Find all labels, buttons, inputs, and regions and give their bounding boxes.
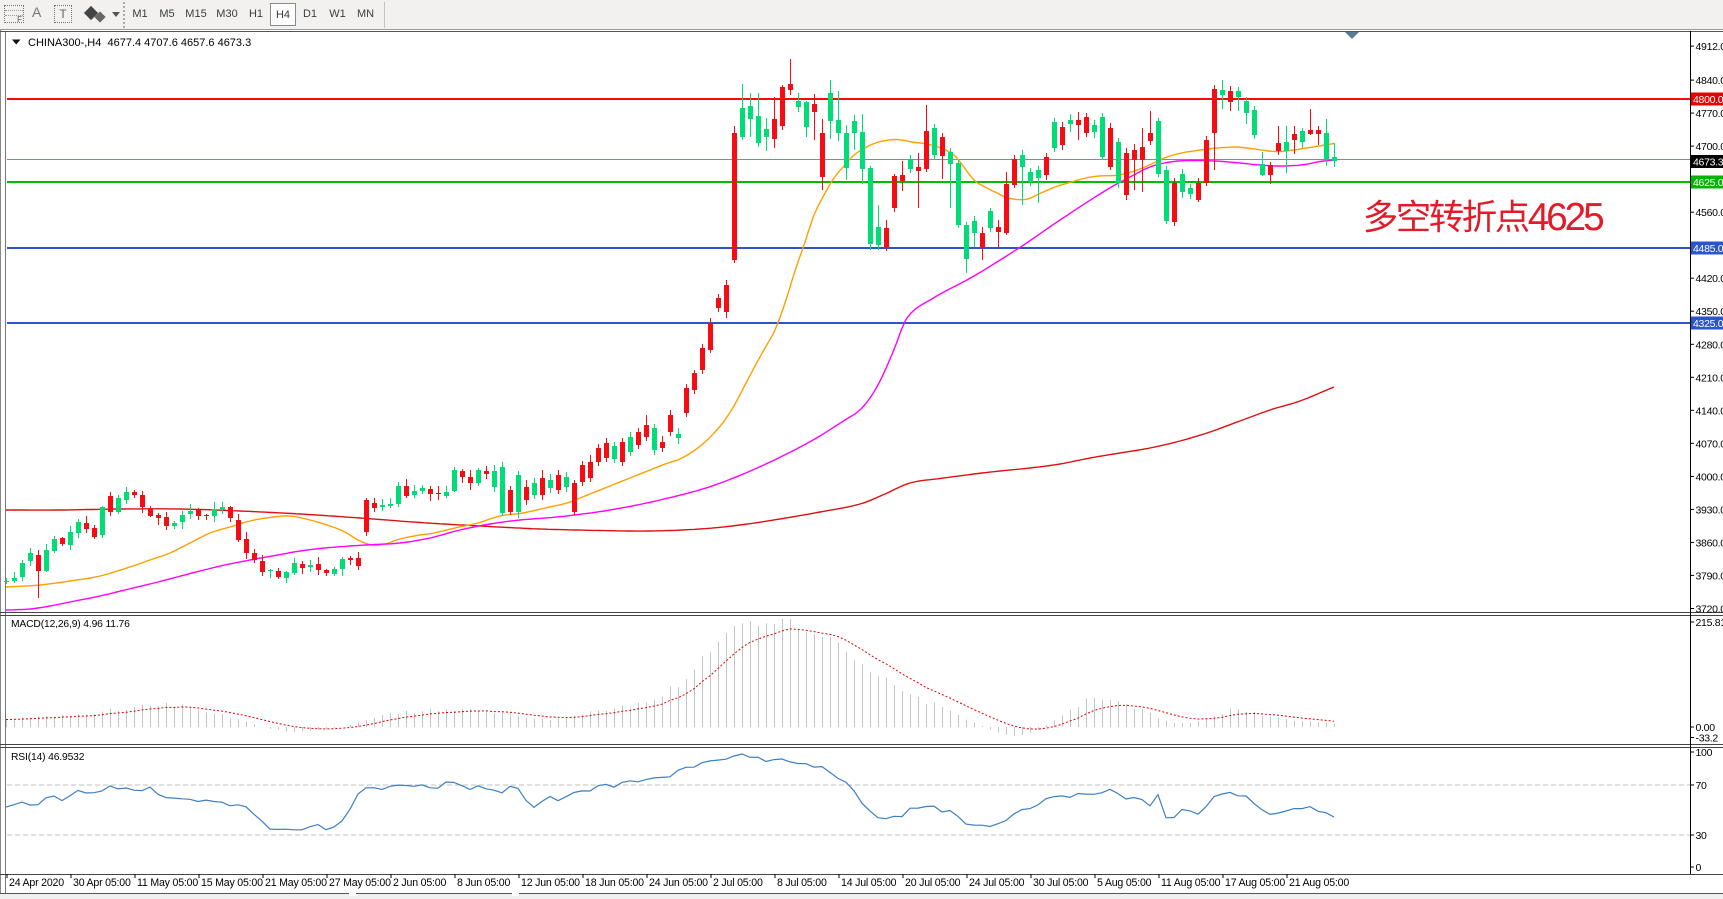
svg-text:70: 70 (1696, 780, 1708, 792)
svg-text:0.00: 0.00 (1696, 722, 1716, 734)
svg-text:27 May 05:00: 27 May 05:00 (329, 877, 391, 889)
svg-text:17 Aug 05:00: 17 Aug 05:00 (1225, 877, 1285, 889)
svg-text:8 Jul 05:00: 8 Jul 05:00 (777, 877, 827, 889)
svg-text:11 Aug 05:00: 11 Aug 05:00 (1161, 877, 1221, 889)
svg-text:2 Jun 05:00: 2 Jun 05:00 (393, 877, 446, 889)
svg-text:4625.0: 4625.0 (1693, 177, 1723, 189)
svg-text:30 Apr 05:00: 30 Apr 05:00 (73, 877, 131, 889)
svg-text:4280.0: 4280.0 (1696, 339, 1723, 351)
svg-text:4840.0: 4840.0 (1696, 75, 1723, 87)
svg-text:4485.0: 4485.0 (1693, 243, 1723, 255)
svg-text:24 Apr 2020: 24 Apr 2020 (9, 877, 64, 889)
svg-text:14 Jul 05:00: 14 Jul 05:00 (841, 877, 897, 889)
svg-text:-33.2: -33.2 (1696, 733, 1719, 745)
svg-text:3790.0: 3790.0 (1696, 570, 1723, 582)
svg-text:11 May 05:00: 11 May 05:00 (137, 877, 198, 889)
svg-text:4912.0: 4912.0 (1696, 41, 1723, 53)
svg-text:21 Aug 05:00: 21 Aug 05:00 (1289, 877, 1349, 889)
svg-text:4560.0: 4560.0 (1696, 207, 1723, 219)
svg-text:4625: 4625 (1528, 196, 1603, 239)
svg-text:15 May 05:00: 15 May 05:00 (201, 877, 263, 889)
svg-text:24 Jul 05:00: 24 Jul 05:00 (969, 877, 1025, 889)
svg-text:12 Jun 05:00: 12 Jun 05:00 (521, 877, 580, 889)
svg-text:5 Aug 05:00: 5 Aug 05:00 (1097, 877, 1152, 889)
svg-text:2 Jul 05:00: 2 Jul 05:00 (713, 877, 763, 889)
svg-text:4070.0: 4070.0 (1696, 438, 1723, 450)
svg-text:4770.0: 4770.0 (1696, 108, 1723, 120)
svg-text:20 Jul 05:00: 20 Jul 05:00 (905, 877, 961, 889)
svg-text:100: 100 (1696, 747, 1713, 759)
svg-text:21 May 05:00: 21 May 05:00 (265, 877, 327, 889)
svg-text:3720.0: 3720.0 (1696, 604, 1723, 616)
svg-text:30 Jul 05:00: 30 Jul 05:00 (1033, 877, 1089, 889)
svg-text:MACD(12,26,9) 4.96 11.76: MACD(12,26,9) 4.96 11.76 (11, 619, 130, 630)
svg-text:CHINA300-,H4 4677.4 4707.6 46: CHINA300-,H4 4677.4 4707.6 4657.6 4673.3 (28, 37, 251, 49)
svg-text:RSI(14) 46.9532: RSI(14) 46.9532 (11, 752, 85, 763)
svg-text:3930.0: 3930.0 (1696, 504, 1723, 516)
svg-text:3860.0: 3860.0 (1696, 537, 1723, 549)
svg-text:24 Jun 05:00: 24 Jun 05:00 (649, 877, 708, 889)
svg-text:4210.0: 4210.0 (1696, 372, 1723, 384)
svg-text:4700.0: 4700.0 (1696, 141, 1723, 153)
svg-text:4140.0: 4140.0 (1696, 405, 1723, 417)
svg-text:4673.3: 4673.3 (1693, 157, 1723, 169)
svg-text:4420.0: 4420.0 (1696, 273, 1723, 285)
svg-text:0: 0 (1696, 862, 1702, 874)
svg-text:8 Jun 05:00: 8 Jun 05:00 (457, 877, 510, 889)
svg-text:18 Jun 05:00: 18 Jun 05:00 (585, 877, 644, 889)
svg-text:4800.0: 4800.0 (1693, 94, 1723, 106)
svg-text:215.81: 215.81 (1696, 617, 1723, 629)
svg-text:4000.0: 4000.0 (1696, 471, 1723, 483)
svg-text:4325.0: 4325.0 (1693, 318, 1723, 330)
svg-text:30: 30 (1696, 830, 1708, 842)
svg-text:4350.0: 4350.0 (1696, 306, 1723, 318)
